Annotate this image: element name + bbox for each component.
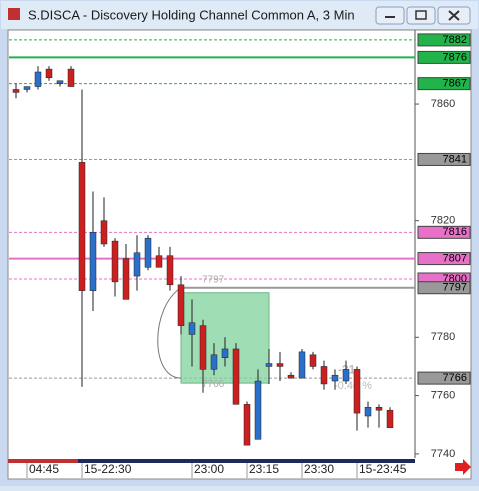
minimize-button[interactable] (375, 6, 405, 25)
candle-body (12, 89, 20, 93)
level-label-box (417, 252, 471, 266)
level-label: 7867 (443, 78, 467, 90)
level-label: 7807 (443, 252, 467, 264)
level-label: 7797 (443, 282, 467, 294)
candle-body (133, 252, 141, 277)
x-tick-label: 04:45 (29, 462, 59, 476)
y-tick-label: 7820 (431, 215, 455, 227)
level-label-box (417, 281, 471, 295)
candle-body (287, 374, 295, 379)
candle-body (232, 348, 240, 405)
candle-body (320, 366, 328, 385)
scroll-arrow[interactable] (455, 459, 471, 475)
candle-body (342, 369, 350, 382)
candle-body (375, 407, 383, 411)
x-tick-label: 23:15 (249, 462, 279, 476)
x-tick-label: 23:30 (304, 462, 334, 476)
candle-body (364, 407, 372, 417)
candle-body (155, 255, 163, 268)
candle-body (298, 351, 306, 379)
candle-body (243, 404, 251, 446)
candle-body (331, 374, 339, 382)
chart-area (7, 29, 472, 480)
candle-body (386, 409, 394, 428)
candle-body (254, 380, 262, 440)
candle-body (122, 258, 130, 300)
candle-body (45, 68, 53, 79)
level-label: 7882 (443, 34, 467, 46)
level-label: 7816 (443, 226, 467, 238)
level-label-box (417, 50, 471, 64)
candle-body (56, 80, 64, 84)
level-label-box (417, 152, 471, 166)
window-title: S.DISCA - Discovery Holding Channel Comm… (28, 7, 355, 22)
candle-body (177, 284, 185, 326)
candle-body (89, 232, 97, 291)
level-label-box (417, 77, 471, 91)
level-label: 7841 (443, 153, 467, 165)
measure-to: 7766 (202, 379, 225, 390)
measure-from: 7797 (202, 274, 225, 285)
level-label-box (417, 371, 471, 385)
close-icon (448, 10, 460, 21)
scroll-bar (78, 459, 415, 463)
candle-body (276, 363, 284, 367)
maximize-icon (415, 10, 427, 20)
candle-body (34, 71, 42, 87)
candle-body (221, 348, 229, 358)
candle-body (23, 86, 31, 90)
level-label: 7766 (443, 372, 467, 384)
candle-body (353, 369, 361, 414)
x-tick-label: 15-22:30 (84, 462, 132, 476)
candle-body (199, 325, 207, 370)
x-tick-label: 23:00 (194, 462, 224, 476)
measure-arc (157, 287, 182, 379)
level-label-box (417, 33, 471, 47)
measure-pct: -0.40 % (334, 380, 372, 392)
candle-body (144, 237, 152, 268)
y-tick-label: 7860 (431, 98, 455, 110)
candle-body (309, 354, 317, 367)
candle-body (265, 363, 273, 367)
x-tick-label: 15-23:45 (359, 462, 407, 476)
candle-body (111, 240, 119, 283)
candle-body (166, 255, 174, 286)
candle-body (67, 68, 75, 87)
app-icon (8, 8, 20, 20)
candle-body (188, 322, 196, 335)
y-tick-label: 7740 (431, 448, 455, 460)
scroll-bar-left (8, 459, 78, 463)
y-tick-label: 7780 (431, 331, 455, 343)
level-label-box (417, 225, 471, 239)
maximize-button[interactable] (406, 6, 436, 25)
y-tick-label: 7760 (431, 390, 455, 402)
candle-body (210, 354, 218, 370)
candle-body (78, 162, 86, 291)
candle-body (100, 220, 108, 245)
level-label: 7876 (443, 51, 467, 63)
